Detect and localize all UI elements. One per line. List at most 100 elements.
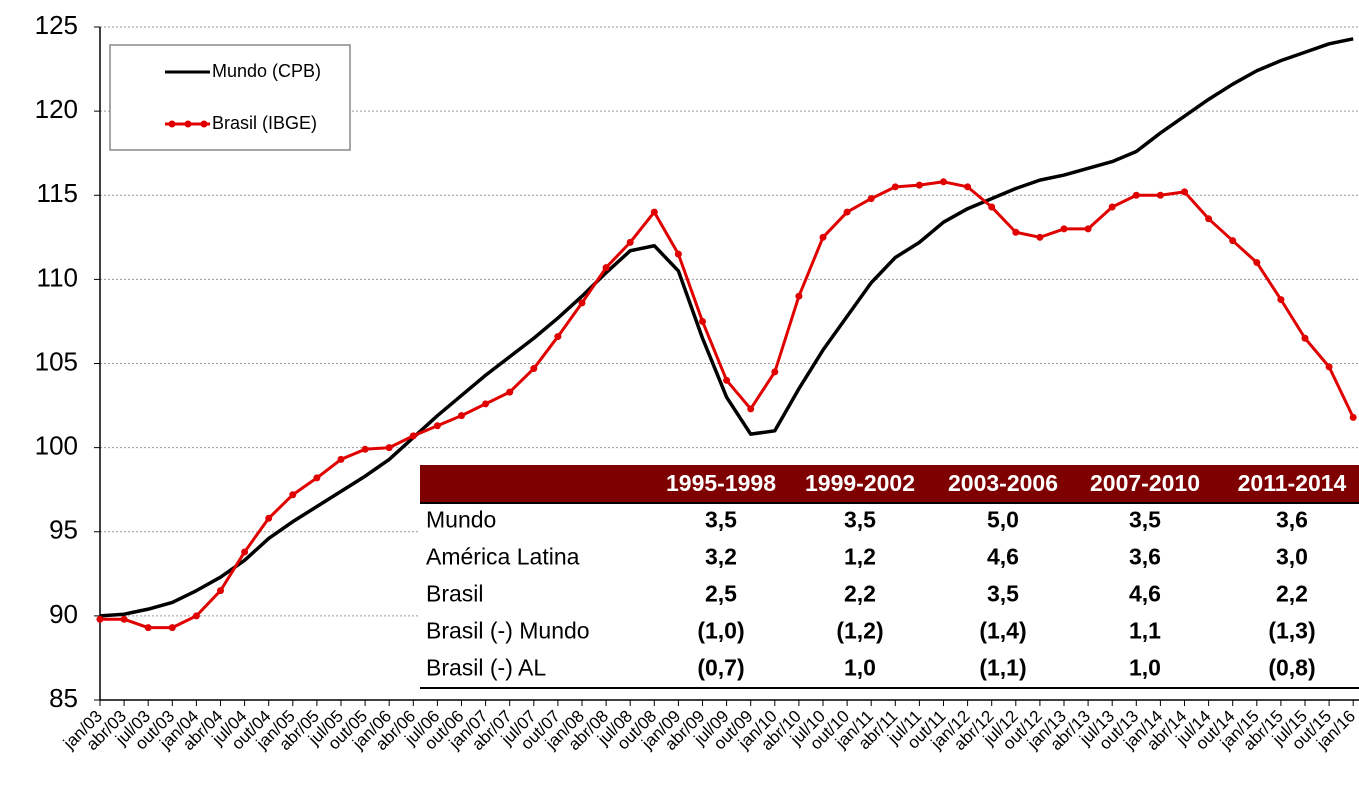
data-point [915, 181, 923, 189]
data-point [626, 238, 634, 246]
data-point [554, 333, 562, 341]
table-cell: 3,5 [987, 581, 1019, 607]
data-point [602, 264, 610, 272]
data-point [192, 612, 200, 620]
table-cell: 5,0 [987, 507, 1019, 533]
legend-box [109, 44, 351, 151]
data-point [867, 195, 875, 203]
data-point [313, 474, 321, 482]
data-point [891, 183, 899, 191]
data-point [964, 183, 972, 191]
table-cell: 3,5 [1129, 507, 1161, 533]
data-point [144, 624, 152, 632]
table-cell: 1,1 [1129, 618, 1161, 644]
y-tick-label: 110 [37, 262, 78, 292]
legend-marker [168, 120, 176, 128]
table-cell: (0,8) [1268, 655, 1315, 681]
y-tick-label: 120 [35, 94, 78, 124]
data-point [1156, 191, 1164, 199]
data-point [168, 624, 176, 632]
data-point [265, 514, 273, 522]
data-point [819, 233, 827, 241]
table-row-label: Brasil (-) AL [426, 655, 546, 681]
data-point [361, 445, 369, 453]
data-point [506, 388, 514, 396]
data-point [747, 405, 755, 413]
table-cell: 3,5 [844, 507, 876, 533]
legend-marker [200, 120, 208, 128]
data-point [385, 444, 393, 452]
data-point [1036, 233, 1044, 241]
legend-label: Brasil (IBGE) [212, 113, 317, 133]
table-row-label: Brasil [426, 581, 484, 607]
table-header: 1999-2002 [805, 470, 915, 496]
data-point [1277, 296, 1285, 304]
data-point [578, 299, 586, 307]
y-tick-label: 105 [35, 346, 78, 376]
data-point [723, 376, 731, 384]
data-point [482, 400, 490, 408]
table-header: 1995-1998 [666, 470, 776, 496]
data-point [1205, 215, 1213, 223]
data-point [1084, 225, 1092, 233]
data-point [217, 587, 224, 595]
data-point [96, 615, 104, 623]
table-header-bg [420, 465, 1359, 503]
data-point [699, 317, 706, 325]
data-point [1301, 334, 1309, 342]
data-point [1181, 188, 1188, 196]
data-point [650, 208, 658, 216]
table-cell: 3,5 [705, 507, 737, 533]
table-cell: 4,6 [987, 544, 1019, 570]
data-point [1108, 203, 1116, 211]
data-point [1012, 228, 1020, 236]
table-cell: 1,0 [1129, 655, 1161, 681]
legend-marker [184, 120, 192, 128]
table-cell: (1,1) [979, 655, 1026, 681]
data-point [458, 412, 465, 420]
y-tick-label: 115 [37, 178, 78, 208]
y-tick-label: 90 [49, 599, 78, 629]
table-header: 2011-2014 [1238, 470, 1347, 496]
table-cell: (1,4) [979, 618, 1026, 644]
table-cell: 2,2 [1276, 581, 1308, 607]
table-row-label: Mundo [426, 507, 496, 533]
table-cell: (1,2) [836, 618, 883, 644]
data-point [1349, 413, 1357, 421]
data-point [337, 455, 345, 463]
data-point [1060, 225, 1068, 233]
data-point [409, 432, 417, 440]
data-point [940, 178, 947, 186]
table-cell: 4,6 [1129, 581, 1161, 607]
table-header: 2003-2006 [948, 470, 1058, 496]
data-point [1229, 237, 1237, 245]
data-point [120, 615, 128, 623]
table-cell: 3,6 [1276, 507, 1308, 533]
data-point [771, 368, 779, 376]
y-tick-label: 125 [35, 10, 78, 40]
data-point [530, 365, 538, 373]
data-point [795, 292, 803, 300]
data-point [433, 422, 441, 430]
table-cell: 1,2 [844, 544, 876, 570]
table-cell: 3,0 [1276, 544, 1308, 570]
table-row-label: América Latina [426, 544, 580, 570]
data-point [241, 548, 249, 556]
legend-label: Mundo (CPB) [212, 61, 321, 81]
data-point [1132, 191, 1140, 199]
table-cell: (0,7) [697, 655, 744, 681]
data-point [843, 208, 851, 216]
table-cell: 3,6 [1129, 544, 1161, 570]
data-point [1325, 363, 1333, 371]
y-tick-label: 100 [35, 431, 78, 461]
table-bg [420, 503, 1359, 688]
table-cell: (1,3) [1268, 618, 1315, 644]
series-line [99, 37, 1354, 618]
table-cell: 3,2 [705, 544, 737, 570]
data-point [289, 491, 297, 499]
table-cell: 1,0 [844, 655, 876, 681]
data-point [1253, 259, 1261, 267]
table-cell: 2,2 [844, 581, 876, 607]
